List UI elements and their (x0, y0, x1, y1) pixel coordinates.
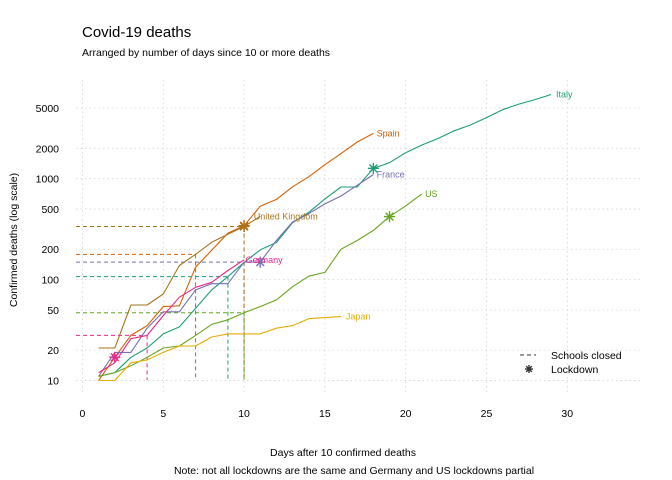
series-line-us (98, 193, 423, 377)
series-labels: Italy Spain France United Kingdom Germany US J… (246, 90, 573, 322)
series-line-germany (98, 259, 245, 374)
y-tick-label-200: 200 (41, 244, 59, 256)
y-tick-label-50: 50 (47, 305, 59, 317)
lockdown-marker-germany (109, 351, 121, 363)
x-tick-label-25: 25 (481, 408, 493, 420)
series-line-italy (98, 93, 552, 377)
x-tick-label-10: 10 (238, 408, 250, 420)
series-lines (98, 93, 552, 382)
chart-subtitle: Arranged by number of days since 10 or m… (82, 47, 330, 59)
series-line-japan (98, 316, 342, 382)
y-tick-label-2000: 2000 (36, 143, 60, 155)
y-tick-label-500: 500 (41, 204, 59, 216)
legend-asterisk-mark (525, 365, 533, 373)
series-label-spain: Spain (377, 128, 400, 138)
lockdown-marker-italy (367, 162, 379, 174)
y-tick-label-20: 20 (47, 345, 59, 357)
series-label-france: France (377, 170, 405, 180)
series-label-germany: Germany (246, 255, 284, 265)
y-tick-label-5000: 5000 (36, 103, 60, 115)
series-line-france (98, 174, 374, 377)
x-tick-label-20: 20 (400, 408, 412, 420)
x-tick-label-5: 5 (160, 408, 166, 420)
y-axis-ticks: 10 20 50 100 200 500 1000 2000 5000 (36, 103, 60, 387)
x-axis-ticks: 0 5 10 15 20 25 30 (80, 408, 574, 420)
legend: Schools closed Lockdown (520, 350, 622, 376)
lockdown-marker-us (384, 211, 396, 223)
legend-asterisk-symbol (525, 365, 533, 373)
legend-label-lockdown: Lockdown (551, 364, 598, 376)
lockdown-marker-france (254, 256, 266, 268)
y-axis-title: Confirmed deaths (log scale) (8, 173, 20, 307)
x-axis-title: Days after 10 confirmed deaths (270, 447, 416, 459)
y-tick-label-10: 10 (47, 376, 59, 388)
chart-title: Covid-19 deaths (82, 24, 191, 41)
series-label-united-kingdom: United Kingdom (254, 212, 318, 222)
y-tick-label-1000: 1000 (36, 174, 60, 186)
schools-closed-reference-lines (76, 225, 245, 380)
series-line-spain (98, 132, 374, 381)
lockdown-marker-united-kingdom (238, 220, 250, 232)
x-tick-label-0: 0 (80, 408, 86, 420)
series-line-united-kingdom (98, 215, 261, 349)
series-label-italy: Italy (556, 90, 573, 100)
series-label-us: US (425, 189, 438, 199)
series-label-japan: Japan (346, 312, 371, 322)
legend-label-schools-closed: Schools closed (551, 350, 622, 362)
chart-caption: Note: not all lockdowns are the same and… (174, 465, 534, 477)
x-tick-label-30: 30 (561, 408, 573, 420)
x-tick-label-15: 15 (319, 408, 331, 420)
lockdown-markers (109, 162, 396, 363)
y-tick-label-100: 100 (41, 275, 59, 287)
